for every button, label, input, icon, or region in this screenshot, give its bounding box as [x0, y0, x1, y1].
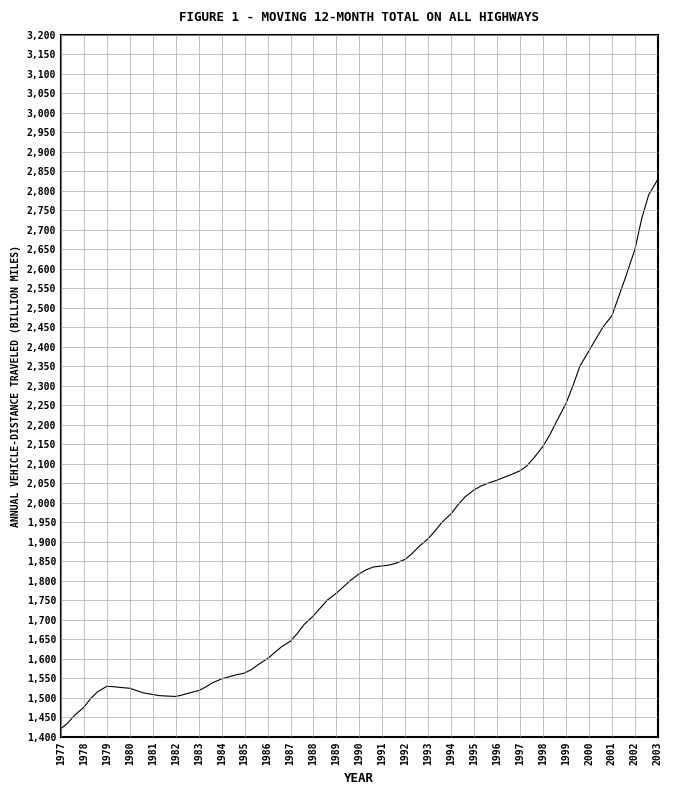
X-axis label: YEAR: YEAR: [344, 772, 374, 785]
Title: FIGURE 1 - MOVING 12-MONTH TOTAL ON ALL HIGHWAYS: FIGURE 1 - MOVING 12-MONTH TOTAL ON ALL …: [179, 11, 539, 24]
Y-axis label: ANNUAL VEHICLE-DISTANCE TRAVELED (BILLION MILES): ANNUAL VEHICLE-DISTANCE TRAVELED (BILLIO…: [11, 245, 21, 527]
